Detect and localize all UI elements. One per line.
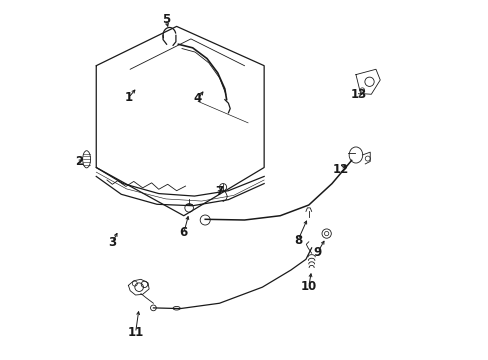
Text: 9: 9: [313, 246, 321, 258]
Text: 6: 6: [179, 226, 187, 239]
Text: 11: 11: [127, 327, 143, 339]
Text: 8: 8: [293, 234, 302, 247]
Text: 2: 2: [75, 155, 83, 168]
Text: 1: 1: [124, 91, 132, 104]
Text: 10: 10: [300, 280, 316, 293]
Text: 3: 3: [108, 236, 116, 249]
Text: 12: 12: [332, 163, 348, 176]
Text: 5: 5: [162, 13, 170, 26]
Text: 4: 4: [194, 92, 202, 105]
Text: 7: 7: [215, 185, 223, 198]
Text: 13: 13: [350, 89, 366, 102]
